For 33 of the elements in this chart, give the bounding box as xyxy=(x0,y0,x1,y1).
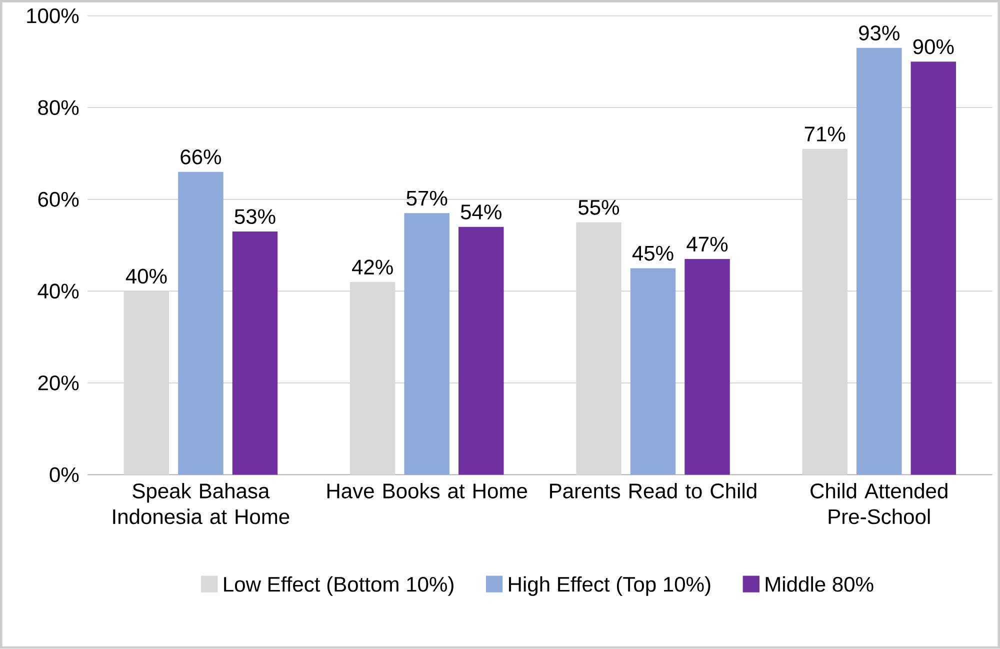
data-label: 40% xyxy=(126,268,167,284)
legend-label: Middle 80% xyxy=(766,576,874,592)
data-label: 55% xyxy=(578,200,620,215)
data-label: 66% xyxy=(180,150,222,164)
y-tick-label: 60% xyxy=(38,192,79,207)
data-label: 93% xyxy=(859,26,900,41)
bar xyxy=(458,226,504,475)
bar xyxy=(856,48,902,475)
bar xyxy=(684,259,730,475)
legend-label: Low Effect (Bottom 10%) xyxy=(224,576,454,596)
data-label: 42% xyxy=(352,260,393,275)
data-label: 53% xyxy=(234,209,276,224)
y-tick-label: 80% xyxy=(38,100,79,116)
legend-label: High Effect (Top 10%) xyxy=(509,576,710,596)
bar xyxy=(178,172,224,475)
bar xyxy=(910,62,956,475)
y-tick-label: 40% xyxy=(38,284,79,299)
data-label: 54% xyxy=(460,204,502,220)
x-tick-label: Parents Read to Child xyxy=(550,483,756,499)
x-tick-label: Child Attended Pre-School xyxy=(810,483,948,524)
data-label: 57% xyxy=(406,190,448,206)
x-tick-label: Have Books at Home xyxy=(327,483,528,499)
bar xyxy=(630,268,676,475)
data-label: 90% xyxy=(913,39,954,54)
y-tick-label: 20% xyxy=(38,376,79,390)
bar xyxy=(404,213,450,475)
bar xyxy=(232,232,278,475)
y-tick-label: 100% xyxy=(27,8,79,24)
x-tick-label: Speak Bahasa Indonesia at Home xyxy=(113,483,290,524)
data-label: 47% xyxy=(686,236,728,252)
data-label: 71% xyxy=(804,126,846,142)
y-tick-label: 0% xyxy=(50,467,79,482)
data-label: 45% xyxy=(632,246,674,261)
